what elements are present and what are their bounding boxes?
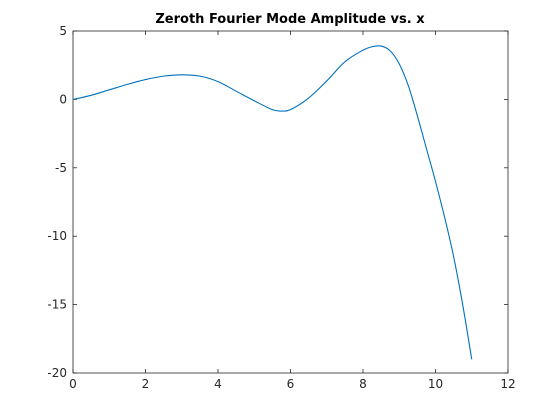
y-tick-label: 5 [59,24,67,38]
x-tick-label: 4 [214,377,222,391]
series-group [72,45,473,360]
series-line [72,45,473,360]
y-tick-label: -5 [55,161,67,175]
x-tick-label: 12 [500,377,515,391]
y-tick-label: 0 [59,92,67,106]
y-tick-label: -20 [47,366,67,380]
y-tick-label: -10 [47,229,67,243]
x-tick-label: 8 [359,377,367,391]
plot-area [72,30,509,374]
axis-ticks: 0 2 4 6 8 10 12 5 0 -5 -10 -15 -20 [47,24,515,391]
y-tick-label: -15 [47,298,67,312]
x-tick-label: 10 [428,377,443,391]
x-tick-label: 6 [287,377,295,391]
x-tick-label: 0 [69,377,77,391]
x-tick-label: 2 [142,377,150,391]
chart-title: Zeroth Fourier Mode Amplitude vs. x [155,12,425,27]
